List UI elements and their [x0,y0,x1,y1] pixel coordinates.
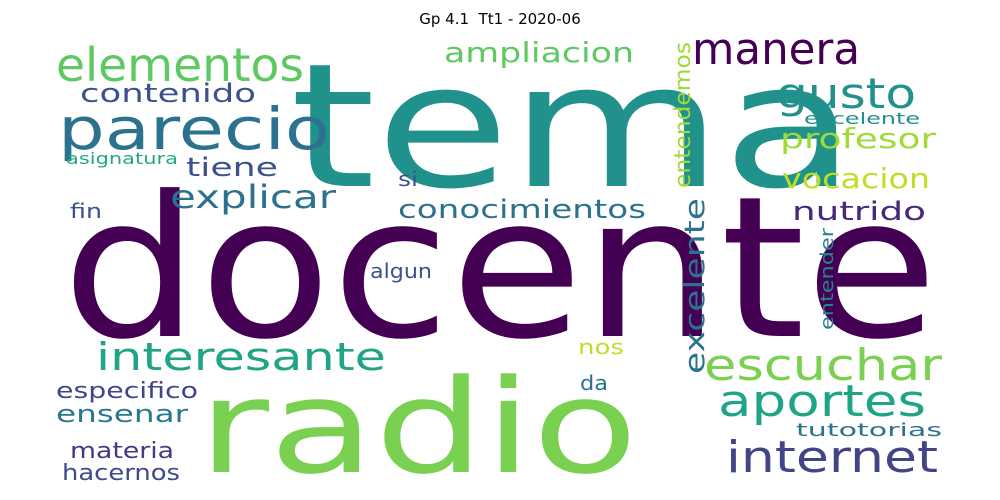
word-aportes: aportes [718,376,926,427]
word-especifico: especifico [56,379,198,404]
word-nutrido: nutrido [792,197,926,227]
word-escuchar: escuchar [704,340,943,391]
word-entender: entender [817,227,838,330]
word-tutotorias: tutotorias [796,420,942,441]
word-vocacion: vocacion [782,162,930,195]
word-si: si [398,167,418,191]
word-eccelente: eccelente [804,109,920,128]
word-fin: fin [70,199,102,223]
word-contenido: contenido [80,79,256,109]
word-manera: manera [692,24,860,75]
word-radio: radio [198,351,638,500]
word-asignatura: asignatura [66,149,178,168]
word-algun: algun [370,259,432,283]
word-internet: internet [726,432,938,483]
word-explicar: explicar [170,178,337,216]
word-entendemos: entendemos [671,42,696,188]
word-elementos: elementos [56,38,304,92]
word-nos: nos [578,335,624,359]
word-parecio: parecio [58,95,330,163]
word-ensenar: ensenar [56,400,188,428]
word-docente: docente [62,155,938,383]
word-tema: tema [290,26,856,227]
figure-title: Gp 4.1 Tt1 - 2020-06 [419,10,581,28]
word-gusto: gusto [776,69,916,118]
word-excelente: excelente [678,198,711,374]
word-interesante: interesante [96,335,386,379]
word-materia: materia [70,439,174,464]
word-da: da [580,371,608,395]
word-conocimientos: conocimientos [398,195,646,225]
word-profesor: profesor [780,122,937,155]
word-tiene: tiene [186,153,278,183]
word-ampliacion: ampliacion [444,36,634,69]
word-hacernos: hacernos [62,461,180,486]
